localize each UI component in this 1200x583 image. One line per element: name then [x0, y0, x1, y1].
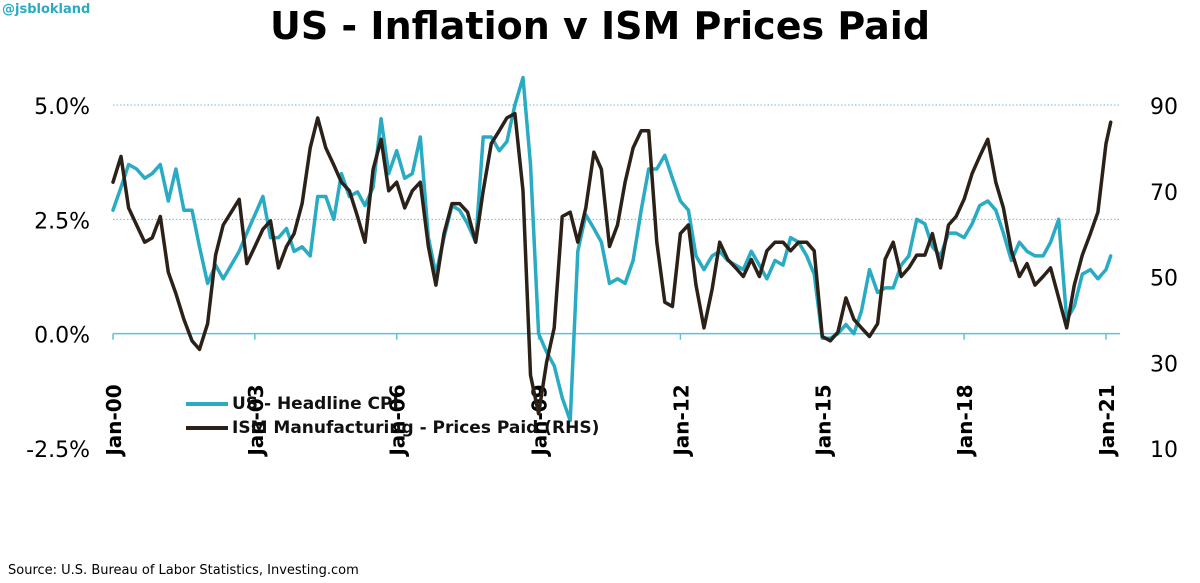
legend: US - Headline CPI ISM Manufacturing - Pr… — [186, 392, 599, 440]
legend-label-ism: ISM Manufacturing - Prices Paid (RHS) — [232, 418, 600, 438]
left-tick-label: 2.5% — [34, 209, 90, 234]
x-tick-label: Jan-06 — [386, 384, 410, 457]
watermark-handle: @jsblokland — [2, 2, 91, 17]
left-tick-label: -2.5% — [26, 438, 90, 463]
x-tick-label: Jan-03 — [244, 384, 268, 457]
left-axis-ticks: -2.5% 0.0% 2.5% 5.0% — [26, 95, 90, 463]
series-lines — [111, 75, 1113, 423]
right-tick-label: 70 — [1150, 181, 1178, 206]
legend-swatch-cpi — [186, 402, 228, 406]
x-tick-label: Jan-15 — [811, 384, 835, 457]
legend-item-cpi: US - Headline CPI — [186, 392, 599, 416]
gridlines — [113, 104, 1120, 335]
series-line-cpi — [111, 75, 1113, 423]
x-tick-label: Jan-18 — [953, 384, 977, 457]
x-tick-label: Jan-12 — [669, 384, 693, 457]
chart-title: US - Inflation v ISM Prices Paid — [269, 4, 931, 48]
x-tick-label: Jan-21 — [1095, 384, 1119, 457]
right-tick-label: 30 — [1150, 352, 1178, 377]
series-line-ism — [111, 111, 1113, 416]
x-tick-label: Jan-00 — [102, 384, 126, 457]
right-axis-ticks: 10 30 50 70 90 — [1150, 95, 1178, 463]
source-note: Source: U.S. Bureau of Labor Statistics,… — [8, 563, 359, 578]
x-axis-ticks: Jan-00 Jan-03 Jan-06 Jan-09 Jan-12 Jan-15 Jan-… — [102, 333, 1119, 458]
right-tick-label: 10 — [1150, 438, 1178, 463]
legend-item-ism: ISM Manufacturing - Prices Paid (RHS) — [186, 416, 599, 440]
left-tick-label: 5.0% — [34, 95, 90, 120]
left-tick-label: 0.0% — [34, 324, 90, 349]
legend-label-cpi: US - Headline CPI — [232, 394, 399, 414]
right-tick-label: 50 — [1150, 267, 1178, 292]
right-tick-label: 90 — [1150, 95, 1178, 120]
legend-swatch-ism — [186, 426, 228, 430]
